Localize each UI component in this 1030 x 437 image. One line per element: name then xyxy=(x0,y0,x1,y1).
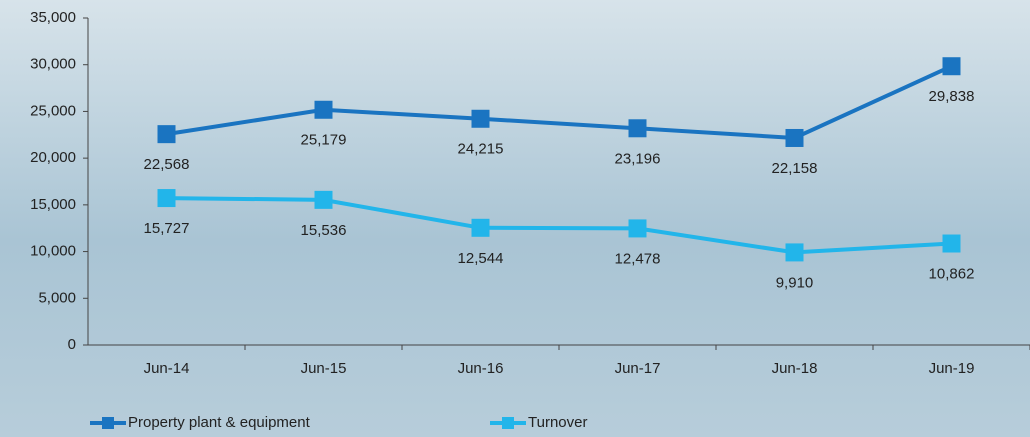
marker xyxy=(314,100,333,119)
legend-marker xyxy=(502,417,514,429)
data-label: 23,196 xyxy=(615,150,661,167)
y-tick-label: 20,000 xyxy=(30,149,76,166)
x-tick-label: Jun-16 xyxy=(458,360,504,377)
data-label: 29,838 xyxy=(929,88,975,105)
data-label: 22,158 xyxy=(772,160,818,177)
marker xyxy=(785,243,804,262)
marker xyxy=(628,119,647,138)
legend-label: Property plant & equipment xyxy=(128,414,311,431)
y-tick-label: 10,000 xyxy=(30,243,76,260)
y-tick-label: 25,000 xyxy=(30,102,76,119)
series-line xyxy=(166,196,952,255)
data-label: 24,215 xyxy=(458,141,504,158)
data-label: 15,536 xyxy=(301,222,347,239)
data-label: 22,568 xyxy=(144,156,190,173)
data-label: 9,910 xyxy=(776,274,814,291)
legend-label: Turnover xyxy=(528,414,587,431)
marker xyxy=(628,219,647,238)
marker xyxy=(471,109,490,128)
x-tick-label: Jun-17 xyxy=(615,360,661,377)
y-tick-label: 15,000 xyxy=(30,196,76,213)
x-tick-label: Jun-15 xyxy=(301,360,347,377)
legend-marker xyxy=(102,417,114,429)
y-tick-label: 30,000 xyxy=(30,56,76,73)
marker xyxy=(157,189,176,208)
marker xyxy=(942,234,961,253)
data-label: 25,179 xyxy=(301,132,347,149)
marker xyxy=(785,128,804,147)
x-tick-label: Jun-19 xyxy=(929,360,975,377)
data-label: 12,544 xyxy=(458,250,504,267)
data-label: 10,862 xyxy=(929,265,975,282)
x-tick-label: Jun-14 xyxy=(144,360,190,377)
marker xyxy=(314,190,333,209)
y-tick-label: 5,000 xyxy=(38,289,76,306)
marker xyxy=(471,218,490,237)
data-label: 15,727 xyxy=(144,220,190,237)
series-line xyxy=(166,64,953,141)
y-tick-label: 0 xyxy=(68,336,76,353)
data-label: 12,478 xyxy=(615,250,661,267)
y-tick-label: 35,000 xyxy=(30,9,76,26)
marker xyxy=(942,57,961,76)
x-tick-label: Jun-18 xyxy=(772,360,818,377)
marker xyxy=(157,125,176,144)
